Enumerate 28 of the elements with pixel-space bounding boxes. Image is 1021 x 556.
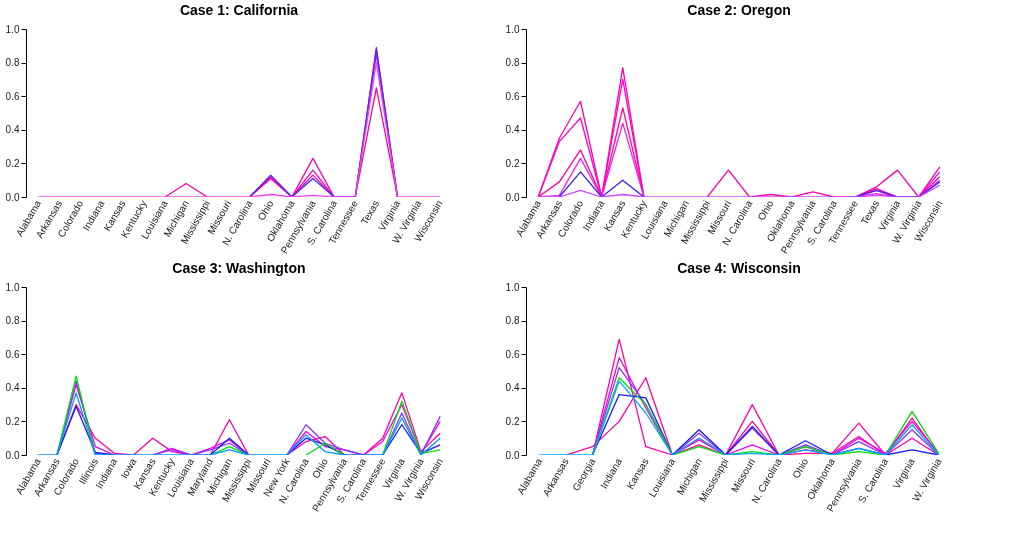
y-tick-label: 0.0 (5, 449, 20, 461)
y-tick-label: 0.6 (505, 348, 520, 360)
y-tick-label: 0.4 (5, 124, 20, 136)
y-tick-label: 0.0 (505, 191, 520, 203)
y-tick-label: 0.6 (505, 90, 520, 102)
y-tick-label: 0.8 (5, 57, 20, 69)
y-tick-label: 1.0 (5, 281, 20, 293)
y-tick-label: 0.8 (5, 315, 20, 327)
chart-title: Case 1: California (179, 2, 299, 18)
y-tick-label: 1.0 (505, 23, 520, 35)
y-tick-label: 0.6 (5, 90, 20, 102)
y-tick-label: 1.0 (505, 281, 520, 293)
y-tick-label: 0.8 (505, 315, 520, 327)
y-tick-label: 0.0 (5, 191, 20, 203)
y-tick-label: 0.0 (505, 449, 520, 461)
y-tick-label: 1.0 (5, 23, 20, 35)
y-tick-label: 0.2 (505, 157, 520, 169)
y-tick-label: 0.8 (505, 57, 520, 69)
y-tick-label: 0.6 (5, 348, 20, 360)
chart-title: Case 3: Washington (172, 260, 306, 276)
y-tick-label: 0.2 (5, 415, 20, 427)
chart-title: Case 4: Wisconsin (677, 260, 801, 276)
y-tick-label: 0.4 (5, 382, 20, 394)
y-tick-label: 0.2 (505, 415, 520, 427)
y-tick-label: 0.4 (505, 382, 520, 394)
chart-title: Case 2: Oregon (687, 2, 791, 18)
y-tick-label: 0.2 (5, 157, 20, 169)
y-tick-label: 0.4 (505, 124, 520, 136)
